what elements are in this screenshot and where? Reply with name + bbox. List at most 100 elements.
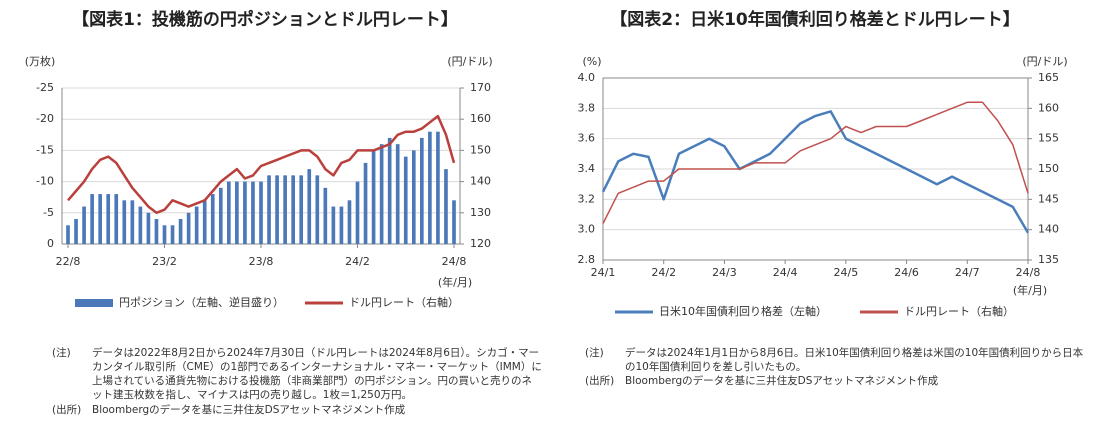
bar — [275, 175, 279, 244]
y2-tick-label: 170 — [470, 81, 491, 94]
x-axis-unit: (年/月) — [438, 275, 472, 289]
bar — [267, 175, 271, 244]
bar — [259, 181, 263, 244]
bar — [444, 169, 448, 244]
x-tick-label: 24/8 — [1016, 266, 1041, 279]
bar — [170, 225, 175, 244]
x-tick-label: 24/4 — [773, 266, 798, 279]
bar — [202, 200, 207, 244]
y2-tick-label: 145 — [1038, 192, 1059, 205]
y-tick-label: -20 — [36, 112, 54, 125]
bar — [339, 206, 344, 244]
bar — [235, 181, 239, 244]
bar — [243, 181, 247, 244]
x-tick-label: 24/7 — [955, 266, 980, 279]
x-tick-label: 22/8 — [56, 255, 81, 268]
bar — [186, 212, 191, 244]
y2-tick-label: 150 — [1038, 162, 1059, 175]
bar — [98, 194, 102, 244]
bar — [178, 219, 183, 244]
bar — [436, 131, 440, 244]
bar — [323, 187, 328, 244]
y-tick-label: 3.4 — [578, 162, 596, 175]
y-axis-unit: (%) — [582, 55, 601, 68]
legend-label: 日米10年国債利回り格差（左軸） — [659, 304, 827, 318]
bar — [106, 194, 111, 244]
x-tick-label: 24/2 — [345, 255, 370, 268]
bar — [315, 175, 320, 244]
bar — [355, 181, 360, 244]
bar — [66, 225, 70, 244]
bar — [154, 219, 159, 244]
y-tick-label: 3.2 — [578, 192, 596, 205]
note: (注) データは2022年8月2日から2024年7月30日（ドル円レートは2024… — [52, 346, 542, 402]
y-axis-unit: (万枚) — [25, 54, 56, 68]
bar — [74, 219, 78, 244]
y-tick-label: 2.8 — [578, 253, 596, 266]
x-tick-label: 23/8 — [249, 255, 274, 268]
bar — [194, 206, 199, 244]
bar — [387, 137, 392, 244]
bar — [331, 206, 336, 244]
note-text: データは2022年8月2日から2024年7月30日（ドル円レートは2024年8月… — [92, 347, 542, 401]
source-text: Bloombergのデータを基に三井住友DSアセットマネジメント作成 — [625, 375, 939, 387]
bar — [146, 212, 151, 244]
x-tick-label: 24/8 — [442, 255, 467, 268]
x-tick-label: 24/2 — [651, 266, 676, 279]
bar — [218, 187, 223, 244]
y2-tick-label: 120 — [470, 237, 491, 250]
y-tick-label: -15 — [36, 143, 54, 156]
legend-label: ドル円レート（右軸） — [904, 304, 1014, 318]
bar — [122, 200, 127, 244]
bar — [452, 200, 456, 244]
y2-tick-label: 135 — [1038, 253, 1059, 266]
x-axis-unit: (年/月) — [1013, 283, 1047, 297]
bar — [114, 194, 119, 244]
y-tick-label: -25 — [36, 81, 54, 94]
y2-tick-label: 140 — [1038, 223, 1059, 236]
plot-frame — [602, 77, 1029, 261]
bar — [299, 175, 304, 244]
x-tick-label: 23/2 — [152, 255, 177, 268]
y-tick-label: 3.8 — [578, 101, 596, 114]
bar — [363, 162, 368, 244]
legend-label: ドル円レート（右軸） — [349, 295, 459, 309]
bar — [307, 169, 312, 244]
line — [601, 110, 1030, 234]
y2-tick-label: 140 — [470, 175, 491, 188]
bar — [371, 150, 376, 244]
bar — [291, 175, 295, 244]
source: (出所) Bloombergのデータを基に三井住友DSアセットマネジメント作成 — [585, 374, 1085, 388]
y2-tick-label: 130 — [470, 206, 491, 219]
bar — [90, 194, 94, 244]
source-label: (出所) — [52, 404, 82, 416]
line — [602, 101, 1029, 224]
source-label: (出所) — [585, 375, 615, 387]
bar — [283, 175, 287, 244]
bar — [82, 206, 86, 244]
y2-tick-label: 160 — [1038, 101, 1059, 114]
bar — [210, 194, 215, 244]
bar — [162, 225, 167, 244]
y2-tick-label: 165 — [1038, 71, 1059, 84]
y2-tick-label: 150 — [470, 143, 491, 156]
legend-swatch — [75, 299, 113, 307]
bar — [411, 150, 416, 244]
note-text: データは2024年1月1日から8月6日。日米10年国債利回り格差は米国の10年国… — [625, 347, 1084, 373]
note-label: (注) — [52, 347, 71, 359]
bar — [428, 131, 432, 244]
x-tick-label: 24/1 — [591, 266, 616, 279]
bar — [130, 200, 135, 244]
y2-axis-unit: (円/ドル) — [447, 55, 492, 68]
x-tick-label: 24/6 — [894, 266, 919, 279]
y-tick-label: 4.0 — [578, 71, 596, 84]
chart-title: 【図表1：投機筋の円ポジションとドル円レート】 — [72, 9, 458, 30]
source-text: Bloombergのデータを基に三井住友DSアセットマネジメント作成 — [92, 404, 406, 416]
y-tick-label: 3.6 — [578, 132, 596, 145]
chart-title: 【図表2：日米10年国債利回り格差とドル円レート】 — [610, 9, 1020, 30]
line — [67, 114, 456, 215]
y-tick-label: -5 — [43, 206, 54, 219]
y2-tick-label: 155 — [1038, 132, 1059, 145]
